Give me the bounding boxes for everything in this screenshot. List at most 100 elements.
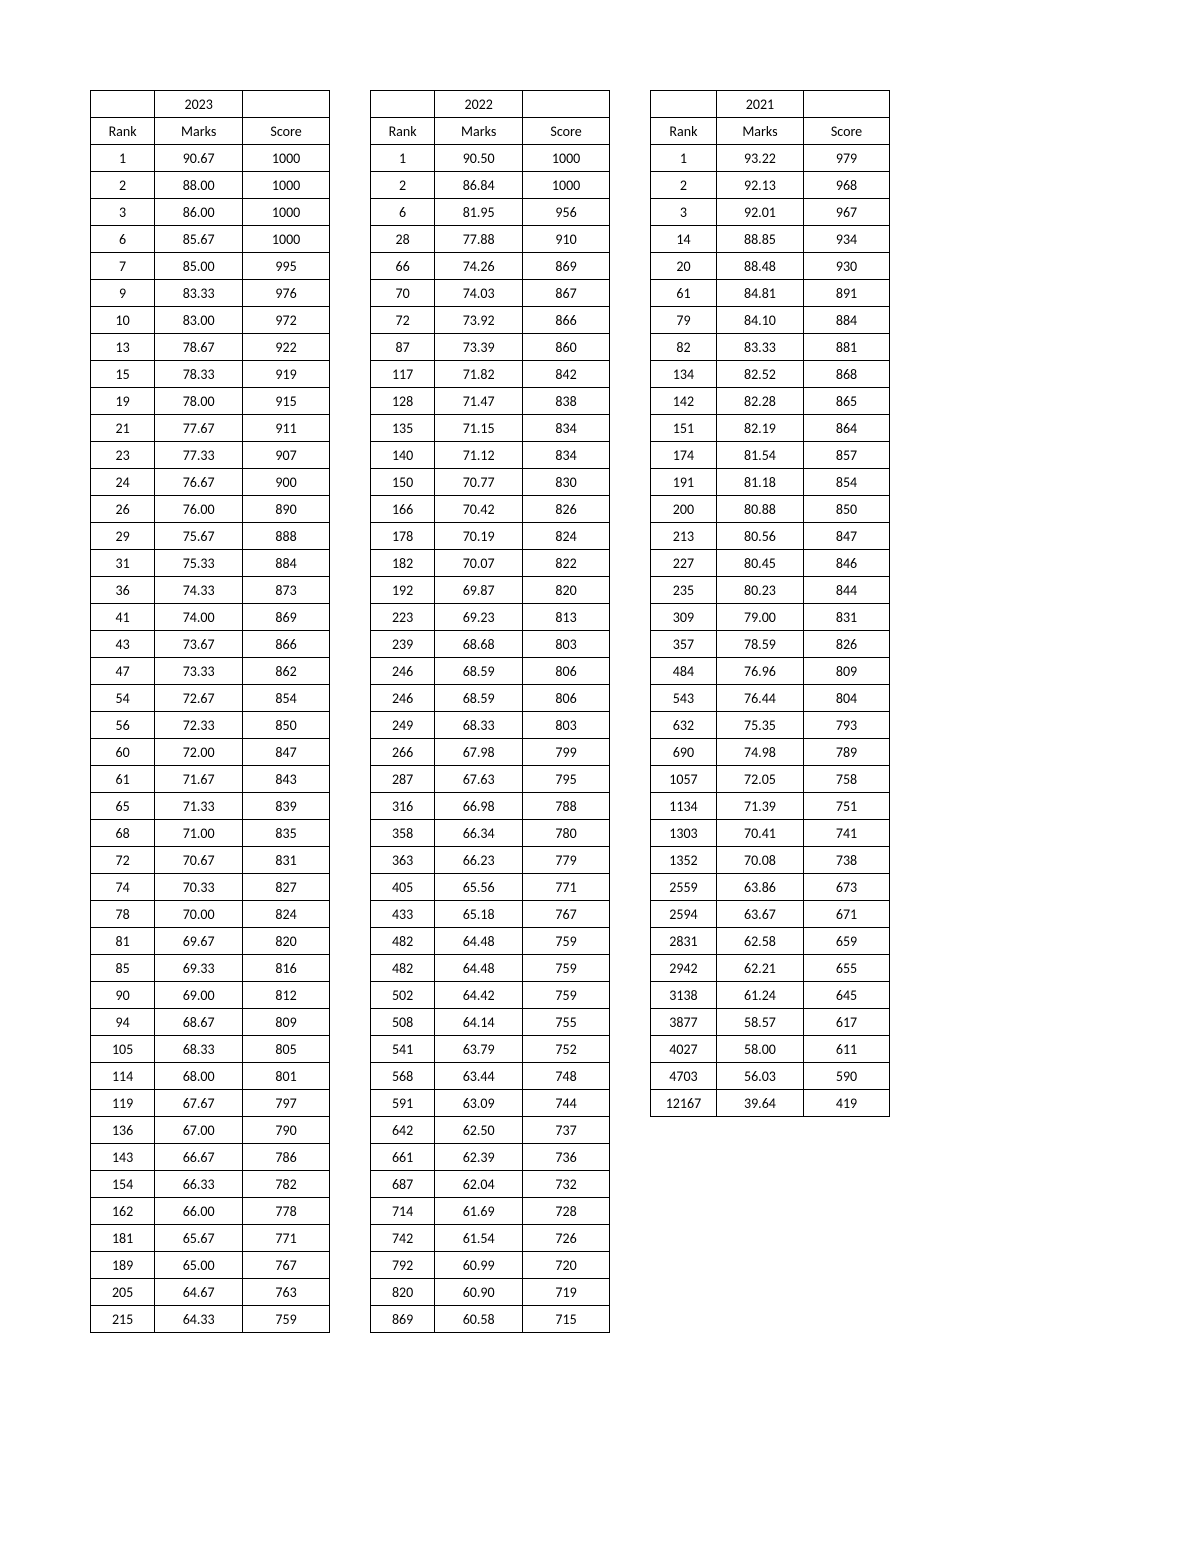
cell: 80.23 xyxy=(716,577,803,604)
cell: 720 xyxy=(523,1252,610,1279)
table-row: 5472.67854 xyxy=(91,685,330,712)
cell: 357 xyxy=(651,631,717,658)
cell: 844 xyxy=(804,577,890,604)
cell: 78.00 xyxy=(155,388,243,415)
table-row: 11771.82842 xyxy=(371,361,610,388)
cell: 732 xyxy=(523,1171,610,1198)
cell: 70.19 xyxy=(435,523,523,550)
cell: 3877 xyxy=(651,1009,717,1036)
cell: 767 xyxy=(243,1252,330,1279)
table-row: 386.001000 xyxy=(91,199,330,226)
cell: 661 xyxy=(371,1144,435,1171)
cell: 235 xyxy=(651,577,717,604)
cell: 759 xyxy=(523,982,610,1009)
cell: 36 xyxy=(91,577,155,604)
cell: 71.67 xyxy=(155,766,243,793)
table-row: 59163.09744 xyxy=(371,1090,610,1117)
cell: 74.00 xyxy=(155,604,243,631)
table-2023: 2023RankMarksScore190.671000288.00100038… xyxy=(90,90,330,1333)
cell: 60 xyxy=(91,739,155,766)
cell: 71.82 xyxy=(435,361,523,388)
table-row: 64262.50737 xyxy=(371,1117,610,1144)
table-row: 48264.48759 xyxy=(371,955,610,982)
cell: 62.04 xyxy=(435,1171,523,1198)
cell: 66.34 xyxy=(435,820,523,847)
cell: 69.87 xyxy=(435,577,523,604)
cell: 842 xyxy=(523,361,610,388)
cell: 189 xyxy=(91,1252,155,1279)
cell: 822 xyxy=(523,550,610,577)
cell: 3 xyxy=(91,199,155,226)
table-row: 4373.67866 xyxy=(91,631,330,658)
cell: 60.90 xyxy=(435,1279,523,1306)
col-header: Score xyxy=(804,118,890,145)
cell: 60.58 xyxy=(435,1306,523,1333)
table-row: 6072.00847 xyxy=(91,739,330,766)
cell: 591 xyxy=(371,1090,435,1117)
table-row: 16266.00778 xyxy=(91,1198,330,1225)
cell: 771 xyxy=(243,1225,330,1252)
cell: 726 xyxy=(523,1225,610,1252)
table-row: 24968.33803 xyxy=(371,712,610,739)
table-row: 8773.39860 xyxy=(371,334,610,361)
header-row: RankMarksScore xyxy=(371,118,610,145)
year-row: 2022 xyxy=(371,91,610,118)
cell: 65.67 xyxy=(155,1225,243,1252)
table-row: 1578.33919 xyxy=(91,361,330,388)
cell: 838 xyxy=(523,388,610,415)
cell: 771 xyxy=(523,874,610,901)
cell: 790 xyxy=(243,1117,330,1144)
cell: 28 xyxy=(371,226,435,253)
cell: 64.14 xyxy=(435,1009,523,1036)
table-row: 392.01967 xyxy=(651,199,890,226)
cell: 976 xyxy=(243,280,330,307)
cell: 266 xyxy=(371,739,435,766)
cell: 792 xyxy=(371,1252,435,1279)
cell: 246 xyxy=(371,685,435,712)
cell: 611 xyxy=(804,1036,890,1063)
cell: 847 xyxy=(804,523,890,550)
cell: 70.41 xyxy=(716,820,803,847)
cell: 69.23 xyxy=(435,604,523,631)
cell: 200 xyxy=(651,496,717,523)
cell: 751 xyxy=(804,793,890,820)
cell: 41 xyxy=(91,604,155,631)
table-row: 130370.41741 xyxy=(651,820,890,847)
cell: 56.03 xyxy=(716,1063,803,1090)
cell: 719 xyxy=(523,1279,610,1306)
cell: 20 xyxy=(651,253,717,280)
table-row: 56863.44748 xyxy=(371,1063,610,1090)
cell: 58.00 xyxy=(716,1036,803,1063)
cell: 805 xyxy=(243,1036,330,1063)
cell: 854 xyxy=(804,469,890,496)
cell: 61 xyxy=(651,280,717,307)
cell: 74.26 xyxy=(435,253,523,280)
table-row: 6571.33839 xyxy=(91,793,330,820)
cell: 94 xyxy=(91,1009,155,1036)
cell: 82 xyxy=(651,334,717,361)
table-row: 6171.67843 xyxy=(91,766,330,793)
table-row: 2676.00890 xyxy=(91,496,330,523)
cell: 128 xyxy=(371,388,435,415)
cell: 922 xyxy=(243,334,330,361)
cell: 13 xyxy=(91,334,155,361)
cell: 19 xyxy=(91,388,155,415)
cell: 70.67 xyxy=(155,847,243,874)
cell: 69.67 xyxy=(155,928,243,955)
cell: 67.00 xyxy=(155,1117,243,1144)
table-row: 13571.15834 xyxy=(371,415,610,442)
cell: 714 xyxy=(371,1198,435,1225)
table-row: 23580.23844 xyxy=(651,577,890,604)
cell: 140 xyxy=(371,442,435,469)
cell: 76.67 xyxy=(155,469,243,496)
cell: 86.00 xyxy=(155,199,243,226)
year-cell: 2021 xyxy=(716,91,803,118)
cell: 92.01 xyxy=(716,199,803,226)
table-row: 8569.33816 xyxy=(91,955,330,982)
cell: 71.39 xyxy=(716,793,803,820)
cell: 797 xyxy=(243,1090,330,1117)
table-row: 402758.00611 xyxy=(651,1036,890,1063)
cell: 182 xyxy=(371,550,435,577)
table-row: 292.13968 xyxy=(651,172,890,199)
cell: 77.33 xyxy=(155,442,243,469)
